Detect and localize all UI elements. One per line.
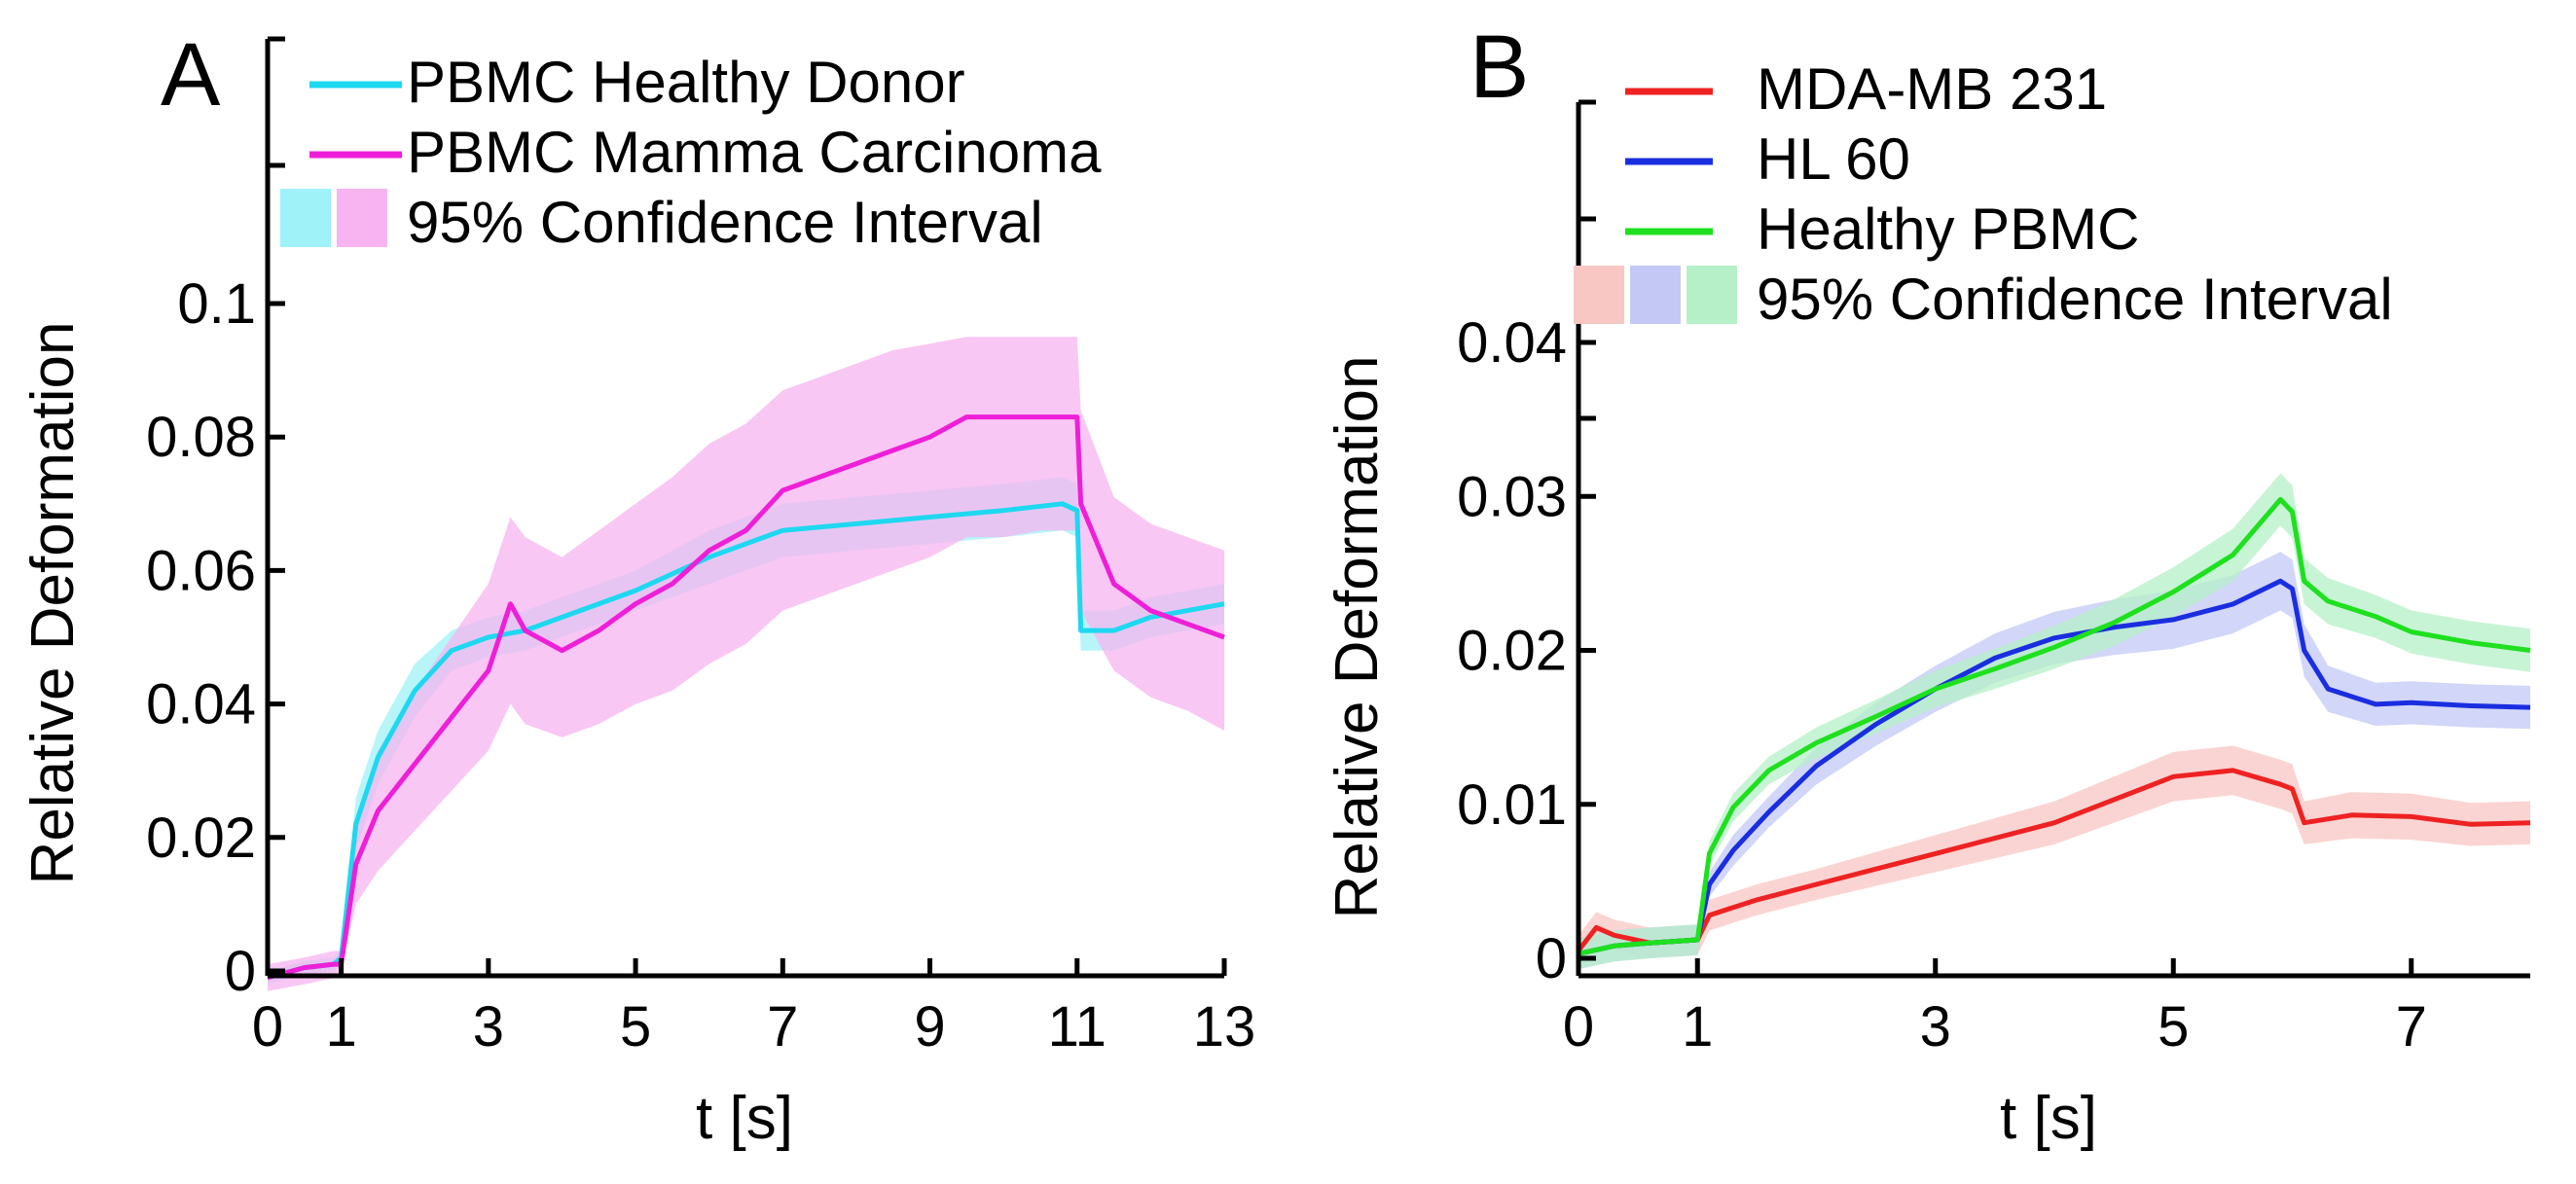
- x-tick-label: 3: [473, 995, 504, 1058]
- x-tick-label: 11: [1048, 995, 1107, 1058]
- series-line-2: [1578, 496, 2531, 956]
- x-tick-label: 7: [767, 995, 798, 1058]
- series-line-1: [1578, 578, 2531, 956]
- x-axis-title: t [s]: [2000, 1085, 2097, 1152]
- ci-band-1: [268, 337, 1224, 991]
- y-tick-label: 0.01: [1457, 773, 1567, 837]
- y-tick-label: 0: [1536, 927, 1567, 990]
- ci-band-0: [1578, 745, 2530, 966]
- legend-label: Healthy PBMC: [1757, 197, 2139, 262]
- legend-ci-swatch: [1574, 266, 1624, 324]
- x-tick-label: 5: [2158, 995, 2189, 1058]
- y-axis-title: Relative Deformation: [19, 322, 87, 885]
- legend-ci-swatch: [1630, 266, 1681, 324]
- x-tick-label: 7: [2396, 995, 2427, 1058]
- x-tick-label: 0: [1563, 995, 1594, 1058]
- confidence-bands: [268, 337, 1224, 991]
- y-tick-label: 0.06: [146, 539, 256, 602]
- y-tick-label: 0.02: [146, 807, 256, 870]
- series-lines: [267, 414, 1225, 981]
- x-tick-label: 0: [252, 995, 283, 1058]
- panel-letter: A: [161, 25, 221, 125]
- y-tick-label: 0.02: [1457, 620, 1567, 683]
- x-tick-label: 9: [914, 995, 945, 1058]
- legend-label: PBMC Healthy Donor: [407, 50, 965, 115]
- legend-ci-label: 95% Confidence Interval: [407, 190, 1043, 255]
- y-tick-label: 0.08: [146, 406, 256, 469]
- legend-ci-swatch: [337, 189, 387, 247]
- series-line-1: [267, 414, 1225, 981]
- y-tick-label: 0: [225, 940, 256, 1003]
- series-line-0: [267, 501, 1225, 981]
- x-tick-label: 3: [1920, 995, 1951, 1058]
- legend-ci-swatch: [1687, 266, 1737, 324]
- legend-label: HL 60: [1757, 126, 1910, 192]
- series-lines: [1577, 496, 2531, 956]
- legend-ci-swatch: [280, 189, 331, 247]
- legend-ci-label: 95% Confidence Interval: [1757, 267, 2393, 332]
- legend-label: MDA-MB 231: [1757, 56, 2107, 122]
- x-axis-title: t [s]: [696, 1085, 793, 1152]
- panel-b: B 0 0.01 0.02 0.03 0.04 0 1 3 5 7 t [s] Relative Def…: [1324, 18, 2531, 1152]
- x-tick-label: 5: [620, 995, 651, 1058]
- panel-a: A00.020.040.060.080.10 1 3 5 7 9 11 13t [s]Rela…: [19, 25, 1255, 1152]
- confidence-bands: [1578, 473, 2530, 970]
- legend-label: PBMC Mamma Carcinoma: [407, 120, 1102, 185]
- y-tick-label: 0.04: [1457, 311, 1567, 375]
- y-tick-label: 0.1: [177, 272, 256, 336]
- panel-letter: B: [1469, 18, 1529, 117]
- y-axis-title: Relative Deformation: [1324, 356, 1391, 919]
- y-tick-label: 0.04: [146, 673, 256, 736]
- x-tick-label: 13: [1193, 995, 1256, 1058]
- x-tick-label: 1: [325, 995, 356, 1058]
- y-tick-label: 0.03: [1457, 465, 1567, 528]
- x-tick-label: 1: [1682, 995, 1713, 1058]
